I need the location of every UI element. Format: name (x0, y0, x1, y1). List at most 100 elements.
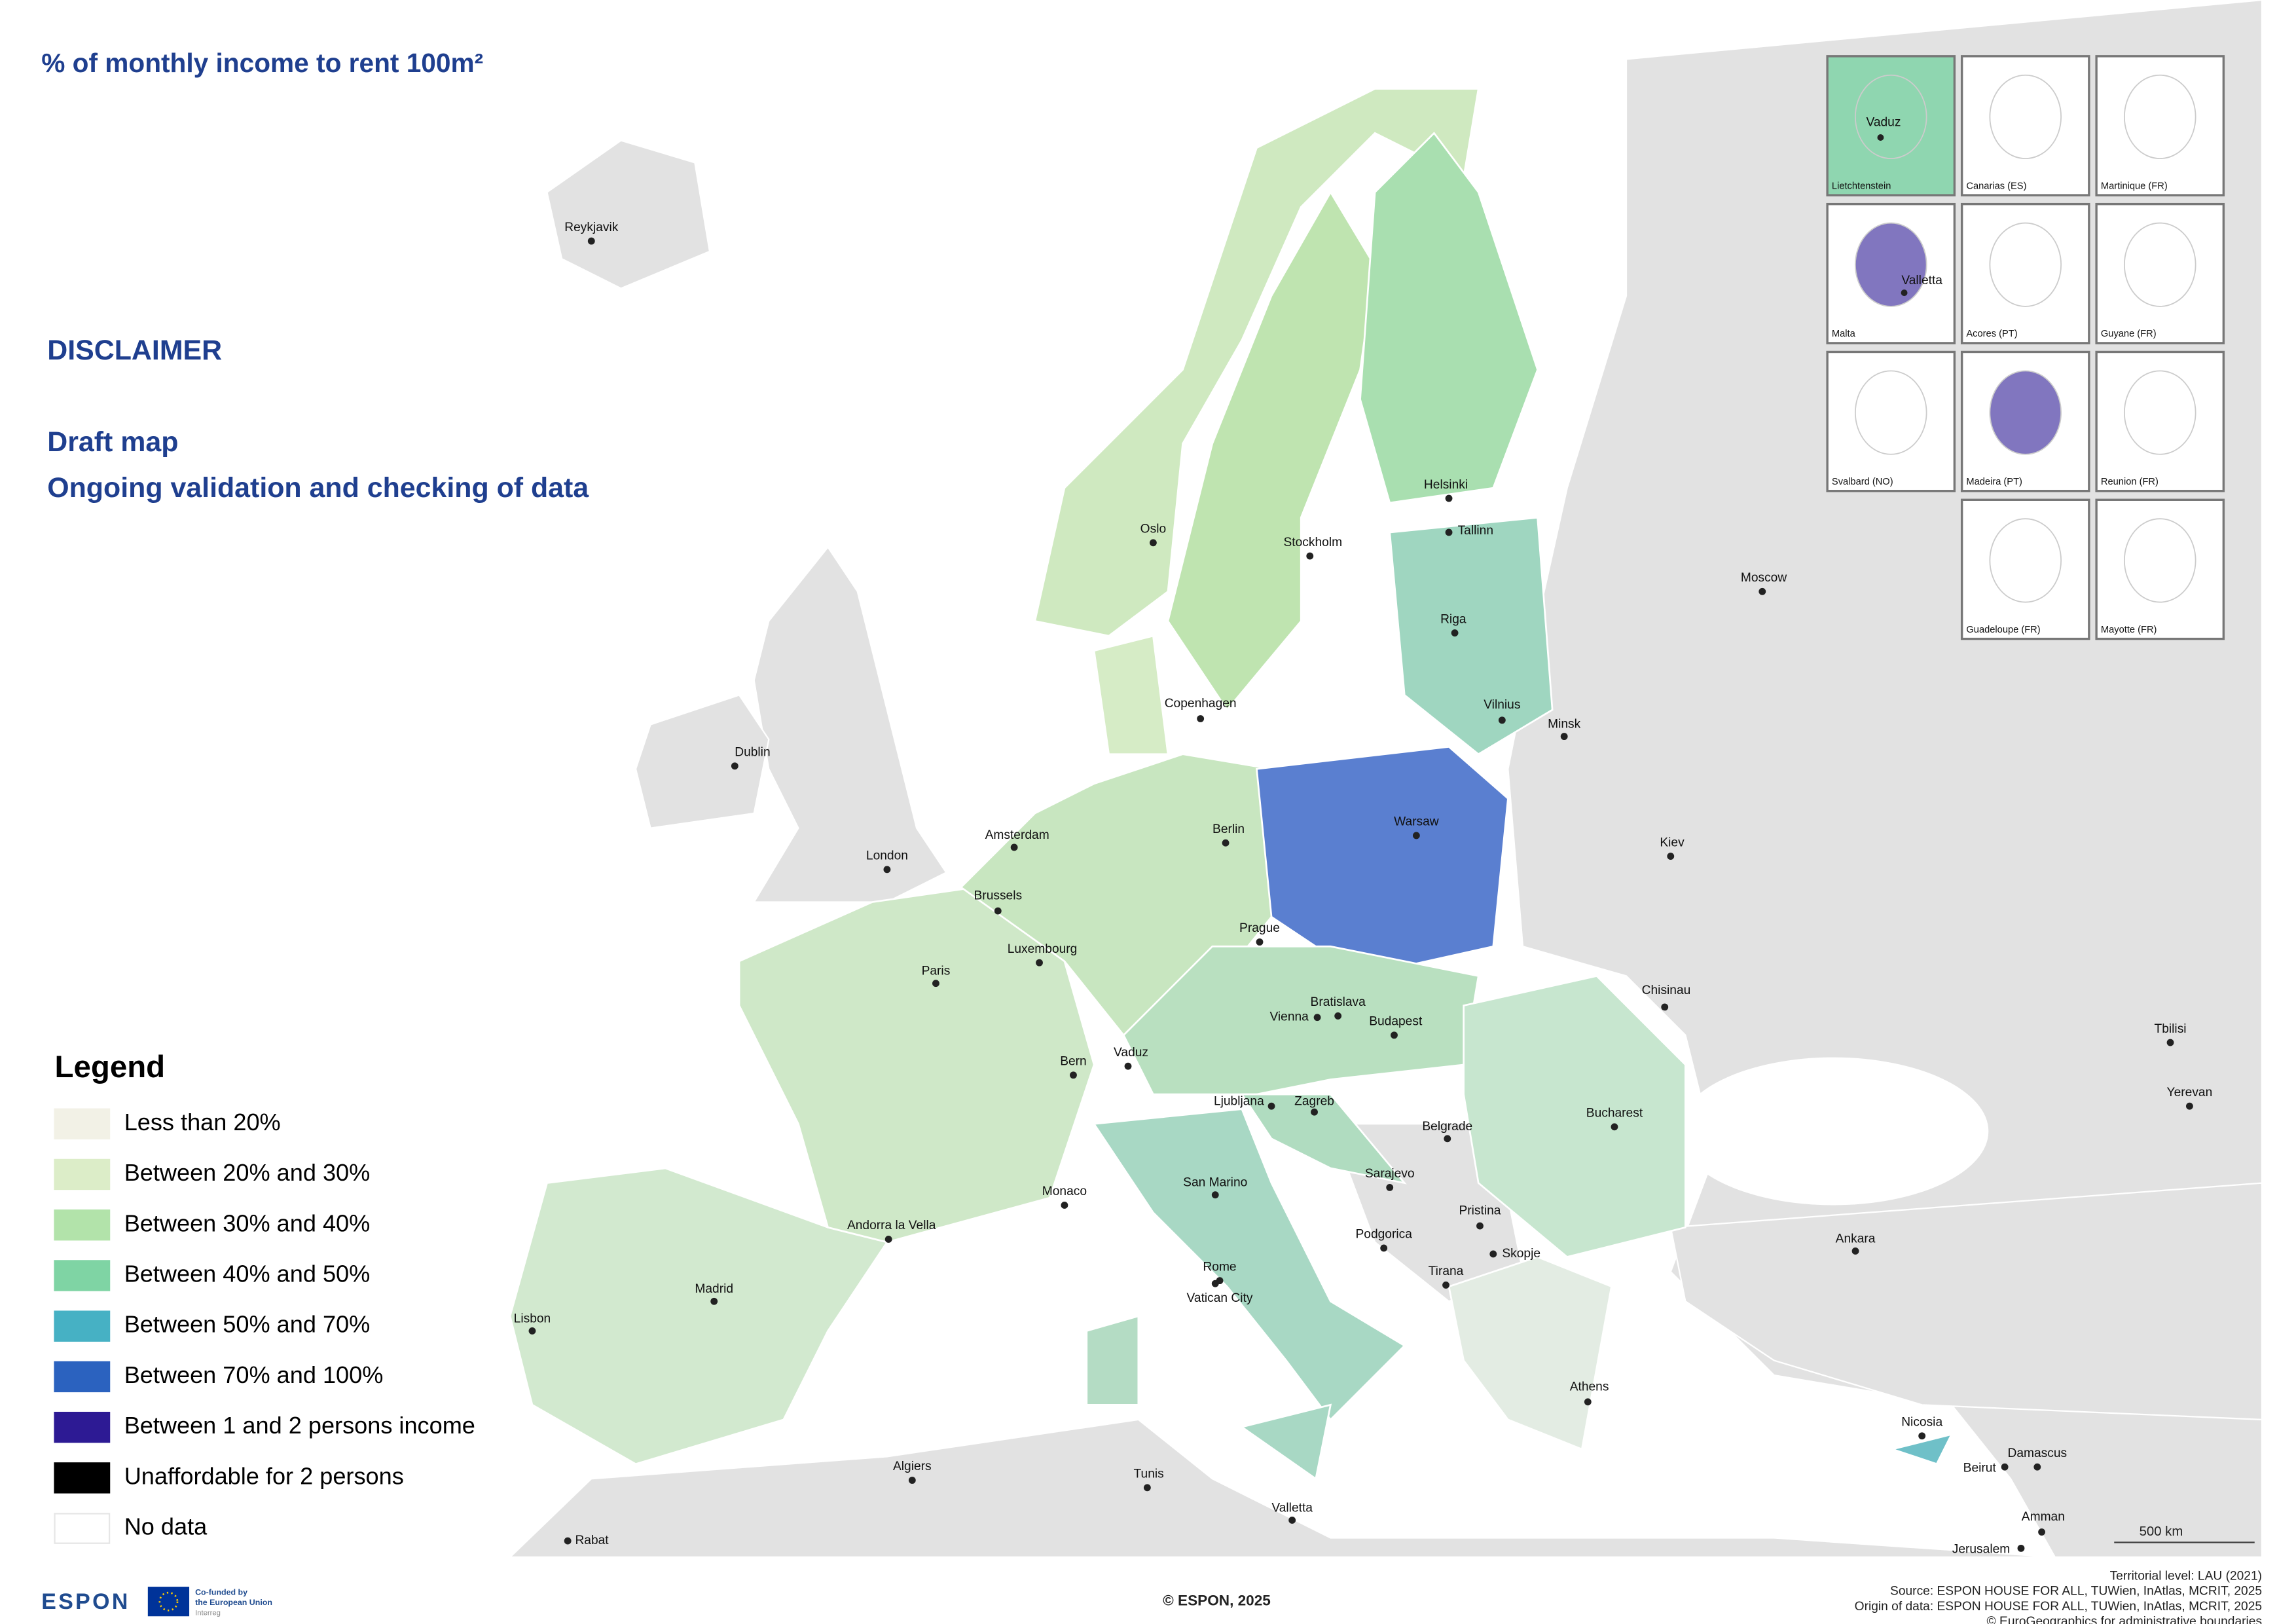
city-dot (2038, 1528, 2046, 1536)
inset-label: Martinique (FR) (2101, 181, 2168, 191)
cyprus (1889, 1433, 1954, 1466)
inset-label: Mayotte (FR) (2101, 625, 2157, 635)
city-label: Brussels (974, 889, 1023, 903)
city-dot (1442, 1281, 1449, 1289)
inset-shape (1989, 222, 2062, 307)
city-dot (1070, 1071, 1077, 1079)
inset-shape (2123, 518, 2196, 603)
legend-label: No data (124, 1513, 208, 1540)
city-label: Beirut (1963, 1461, 1997, 1475)
city-label: Reykjavik (564, 221, 619, 234)
city-dot (1061, 1202, 1068, 1209)
city-label: Sarajevo (1365, 1167, 1415, 1181)
inset-frame (1826, 55, 1956, 196)
inset-shape (1854, 370, 1927, 455)
source-note: Source: ESPON HOUSE FOR ALL, TUWien, InA… (1890, 1585, 2262, 1598)
city-label: Luxembourg (1008, 942, 1078, 956)
city-dot (2017, 1544, 2025, 1552)
inset-frame (1826, 350, 1956, 492)
legend-swatch (54, 1209, 111, 1241)
inset-shape (2123, 74, 2196, 160)
legend-label: Between 1 and 2 persons income (124, 1412, 475, 1439)
inset-label: Guyane (FR) (2101, 329, 2157, 339)
inset-label: Lietchtenstein (1832, 181, 1891, 191)
city-dot (1197, 715, 1205, 722)
city-dot (1667, 853, 1675, 860)
legend-label: Between 40% and 50% (124, 1260, 371, 1287)
inset-frame (1960, 55, 2090, 196)
city-dot (908, 1477, 916, 1484)
legend-swatch (54, 1462, 111, 1494)
city-label: Warsaw (1394, 815, 1439, 829)
legend-swatch (54, 1411, 111, 1443)
inset-shape (2123, 370, 2196, 455)
legend-label: Less than 20% (124, 1109, 281, 1135)
legend-swatch (54, 1361, 111, 1393)
city-dot (710, 1297, 718, 1305)
city-label: Podgorica (1355, 1228, 1412, 1242)
ireland (634, 694, 770, 829)
city-label: Bratislava (1311, 995, 1366, 1009)
city-label: Vilnius (1484, 698, 1520, 712)
romania-bulgaria (1463, 974, 1686, 1258)
city-label: Minsk (1548, 718, 1581, 731)
city-label: Prague (1239, 921, 1280, 935)
city-label: Budapest (1369, 1015, 1423, 1029)
legend-swatch (54, 1158, 111, 1190)
city-dot (932, 980, 939, 987)
city-dot (1149, 539, 1157, 547)
city-label: Oslo (1140, 523, 1166, 536)
legend-label: Between 30% and 40% (124, 1209, 371, 1236)
city-dot (1476, 1222, 1484, 1230)
city-dot (1010, 843, 1018, 851)
africa (508, 1418, 2055, 1559)
city-label: Tbilisi (2155, 1022, 2187, 1036)
city-label: Algiers (893, 1460, 932, 1473)
baltics (1389, 516, 1554, 756)
city-dot (883, 866, 891, 874)
inset-shape (2123, 222, 2196, 307)
logo-cofunded: the European Union (195, 1598, 272, 1607)
city-dot (1560, 733, 1568, 741)
city-label: Yerevan (2167, 1086, 2213, 1099)
legend-label: Between 70% and 100% (124, 1361, 384, 1388)
city-label: Tunis (1134, 1467, 1164, 1481)
legend-title: Legend (55, 1050, 166, 1084)
eu-stars (158, 1591, 179, 1612)
poland (1255, 745, 1509, 977)
city-label: London (866, 849, 908, 863)
black-sea (1678, 1057, 1989, 1206)
city-label: Jerusalem (1952, 1543, 2011, 1557)
legend-swatch (54, 1310, 111, 1342)
inset-frame (2095, 350, 2225, 492)
city-dot (1445, 494, 1453, 502)
city-label: Vienna (1269, 1010, 1309, 1024)
city-label: Valletta (1271, 1501, 1313, 1515)
city-dot (1445, 528, 1453, 536)
legend-label: Between 20% and 30% (124, 1159, 371, 1186)
city-dot (2001, 1463, 2009, 1471)
source-note: Territorial level: LAU (2021) (2110, 1569, 2262, 1583)
city-label: Zagreb (1294, 1094, 1334, 1108)
city-dot (1391, 1031, 1398, 1039)
inset-frame (2095, 498, 2225, 640)
finland (1359, 132, 1539, 504)
inset-shape (1854, 74, 1927, 160)
city-dot (564, 1537, 572, 1545)
city-label: Dublin (735, 746, 770, 760)
city-dot (1584, 1398, 1592, 1406)
city-dot (1851, 1247, 1859, 1255)
city-label: Helsinki (1424, 478, 1468, 492)
city-dot (1211, 1191, 1219, 1199)
city-dot (1313, 1014, 1321, 1022)
city-label: Riga (1440, 612, 1467, 626)
city-dot (1918, 1432, 1926, 1440)
city-label: Monaco (1042, 1185, 1087, 1198)
inset-label: Malta (1832, 329, 1856, 339)
city-label: Kiev (1660, 836, 1685, 849)
logo-name: ESPON (41, 1589, 130, 1614)
inset-label: Canarias (ES) (1966, 181, 2026, 191)
sardinia (1085, 1315, 1140, 1406)
city-label: Vatican City (1187, 1291, 1253, 1305)
